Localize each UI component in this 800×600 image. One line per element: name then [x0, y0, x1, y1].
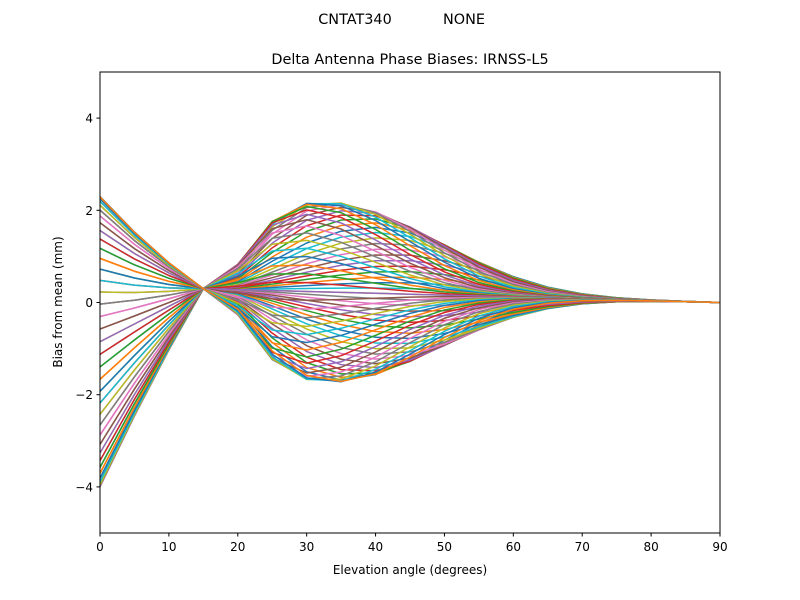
- y-axis-ticks: −4 −2 0 2 4: [75, 112, 100, 494]
- x-tick-label: 0: [96, 540, 104, 554]
- x-tick-label: 50: [437, 540, 452, 554]
- x-axis-ticks: 0 10 20 30 40 50 60 70 80 90: [96, 533, 728, 554]
- y-tick-label: −4: [75, 480, 93, 494]
- x-tick-label: 90: [712, 540, 727, 554]
- y-tick-label: 4: [85, 112, 93, 126]
- y-axis-label: Bias from mean (mm): [51, 236, 65, 367]
- series-line: [100, 204, 720, 488]
- suptitle-left: CNTAT340: [318, 12, 391, 28]
- series-line: [100, 196, 720, 383]
- x-tick-label: 30: [299, 540, 314, 554]
- x-axis-label: Elevation angle (degrees): [333, 563, 487, 577]
- x-tick-label: 20: [230, 540, 245, 554]
- x-tick-label: 80: [643, 540, 658, 554]
- series-line: [100, 218, 720, 445]
- y-tick-label: −2: [75, 388, 93, 402]
- x-tick-label: 40: [368, 540, 383, 554]
- chart-title: Delta Antenna Phase Biases: IRNSS-L5: [271, 52, 548, 68]
- x-tick-label: 10: [161, 540, 176, 554]
- x-tick-label: 60: [506, 540, 521, 554]
- suptitle-right: NONE: [443, 12, 485, 28]
- series-line: [100, 237, 720, 454]
- y-tick-label: 2: [85, 204, 93, 218]
- y-tick-label: 0: [85, 296, 93, 310]
- series-layer: [100, 195, 720, 488]
- series-line: [100, 209, 720, 462]
- series-line: [100, 225, 720, 436]
- x-tick-label: 70: [575, 540, 590, 554]
